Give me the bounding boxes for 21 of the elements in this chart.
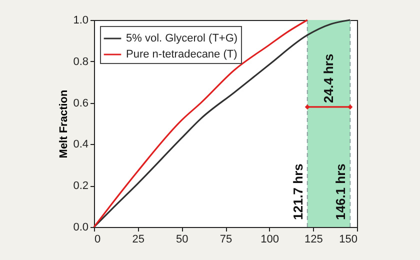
line-series bbox=[93, 19, 351, 228]
x-tick-label: 125 bbox=[304, 234, 323, 246]
y-tick-label: 0.4 bbox=[73, 138, 88, 151]
ref-line-label: 146.1 hrs bbox=[333, 164, 348, 220]
x-tick-label: 100 bbox=[260, 234, 280, 246]
ref-line-label: 121.7 hrs bbox=[290, 164, 306, 220]
y-tick-label: 0.2 bbox=[73, 180, 88, 192]
line-series bbox=[93, 19, 308, 228]
y-axis-title: Melt Fraction bbox=[58, 89, 70, 158]
x-tick-label: 0 bbox=[94, 234, 101, 246]
x-tick-label: 150 bbox=[339, 234, 358, 246]
y-tick-label: 0.0 bbox=[73, 222, 88, 234]
y-tick-label: 0.8 bbox=[73, 56, 88, 68]
y-tick-label: 1.0 bbox=[73, 14, 88, 26]
x-tick-label: 25 bbox=[132, 234, 144, 246]
x-tick-label: 50 bbox=[176, 234, 188, 246]
legend-label: 5% vol. Glycerol (T+G) bbox=[126, 32, 238, 44]
x-tick-label: 75 bbox=[220, 234, 232, 246]
legend-label: Pure n-tetradecane (T) bbox=[126, 48, 238, 60]
y-tick-label: 0.6 bbox=[73, 97, 88, 110]
annotation: 24.4 hrs bbox=[320, 54, 336, 103]
